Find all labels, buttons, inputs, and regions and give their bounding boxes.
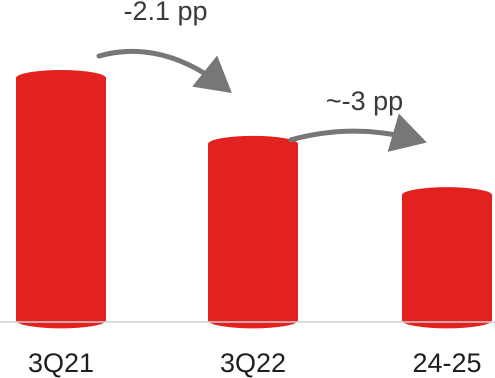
change-label: ~-3 pp: [326, 86, 403, 116]
x-tick-label: 3Q22: [220, 348, 286, 378]
bar-24-25: [402, 187, 492, 329]
x-tick-label: 24-25: [412, 348, 481, 378]
change-label: -2.1 pp: [123, 0, 207, 26]
change-arrow: [96, 48, 232, 94]
change-annotations: -2.1 pp ~-3 pp: [96, 0, 427, 152]
x-tick-labels: 3Q21 3Q22 24-25: [28, 348, 482, 378]
bars-group: [16, 70, 492, 329]
bar-3q22: [208, 135, 298, 329]
change-arrow: [288, 113, 427, 152]
x-tick-label: 3Q21: [28, 348, 94, 378]
bar-3q21: [16, 70, 106, 329]
